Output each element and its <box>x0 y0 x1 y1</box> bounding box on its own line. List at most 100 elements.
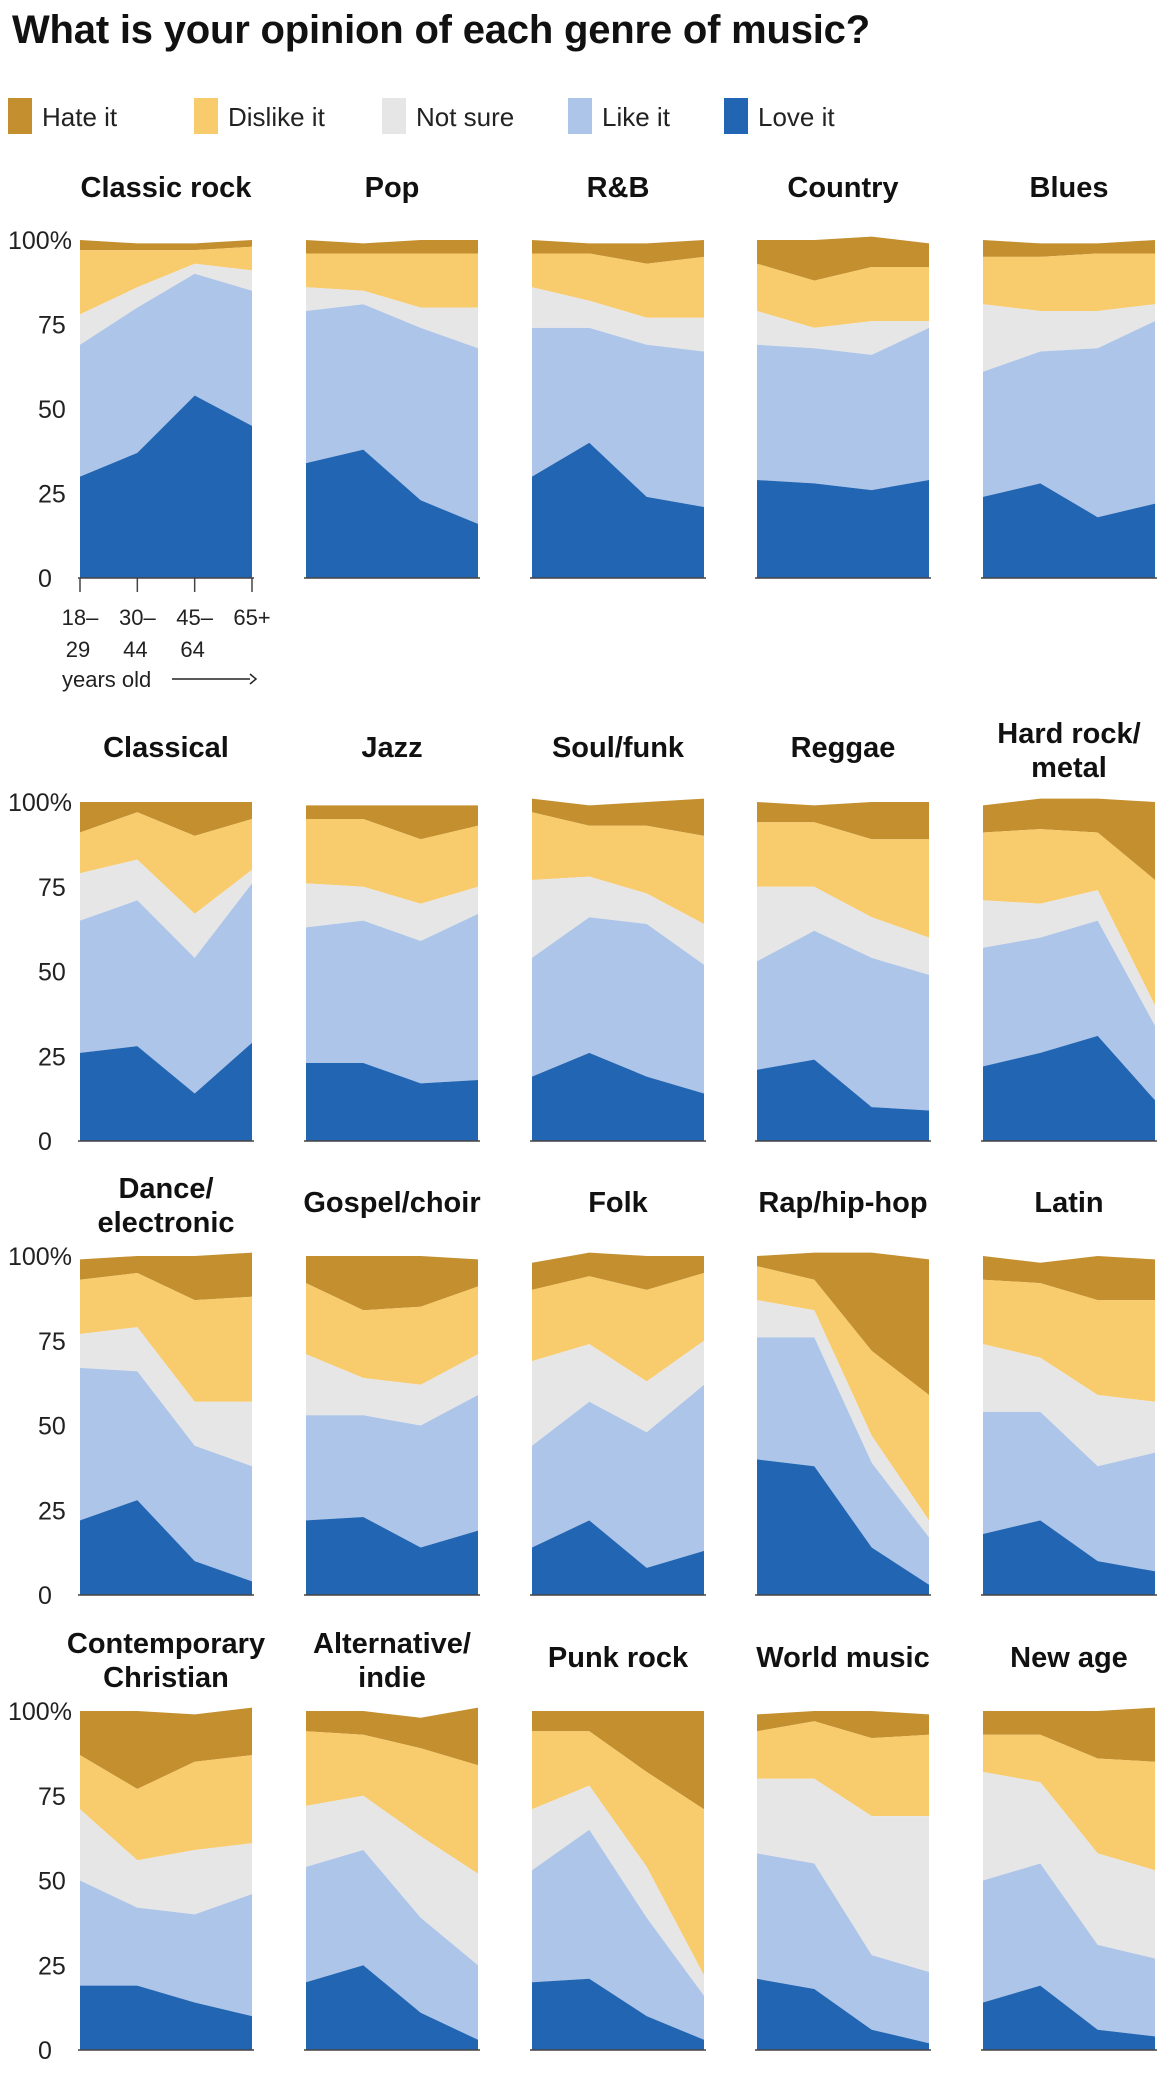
panel-title: Classical <box>103 732 229 764</box>
panel-title: electronic <box>98 1207 235 1239</box>
x-tick-label: 65+ <box>233 605 270 630</box>
dislike-it-area <box>80 1755 252 1861</box>
not-sure-area <box>306 1795 478 1966</box>
dislike-it-area <box>306 1731 478 1874</box>
like-it-area <box>983 1863 1155 2037</box>
hate-it-area <box>532 1252 704 1290</box>
not-sure-area <box>80 1809 252 1915</box>
panel-title: Dance/ <box>118 1173 213 1205</box>
hate-it-area <box>757 236 929 281</box>
y-tick-label: 50 <box>38 1868 66 1896</box>
legend-label: Like it <box>602 102 670 132</box>
panel-title: R&B <box>587 172 650 204</box>
hate-it-area <box>532 798 704 836</box>
y-tick-label: 75 <box>38 874 66 902</box>
panel-title: Rap/hip-hop <box>758 1187 927 1219</box>
love-it-area <box>983 483 1155 578</box>
love-it-area <box>983 1520 1155 1595</box>
like-it-area <box>983 1411 1155 1572</box>
x-axis-caption: years old <box>62 667 151 692</box>
love-it-area <box>532 1520 704 1595</box>
not-sure-area <box>80 1327 252 1467</box>
dislike-it-area <box>532 1273 704 1382</box>
dislike-it-area <box>532 253 704 318</box>
like-it-area <box>757 930 929 1111</box>
y-tick-label: 75 <box>38 1328 66 1356</box>
not-sure-area <box>532 287 704 352</box>
love-it-area <box>306 449 478 578</box>
x-tick-label: 64 <box>180 637 204 662</box>
x-tick-label: 44 <box>123 637 147 662</box>
like-it-area <box>80 273 252 477</box>
panel-title: World music <box>756 1642 930 1674</box>
not-sure-area <box>757 1300 929 1538</box>
legend-swatch-love <box>724 98 748 134</box>
not-sure-area <box>306 883 478 941</box>
legend-swatch-hate <box>8 98 32 134</box>
not-sure-area <box>306 1354 478 1426</box>
not-sure-area <box>757 1778 929 1972</box>
hate-it-area <box>532 240 704 264</box>
love-it-area <box>532 1052 704 1141</box>
dislike-it-area <box>757 822 929 938</box>
like-it-area <box>532 917 704 1094</box>
like-it-area <box>80 1880 252 2017</box>
love-it-area <box>983 1985 1155 2050</box>
hate-it-area <box>757 802 929 840</box>
y-tick-label: 25 <box>38 481 66 509</box>
love-it-area <box>306 1517 478 1595</box>
hate-it-area <box>983 1707 1155 1762</box>
y-tick-label: 100% <box>8 789 72 817</box>
dislike-it-area <box>306 253 478 308</box>
love-it-area <box>306 1063 478 1141</box>
not-sure-area <box>306 287 478 349</box>
panel-title: Jazz <box>361 732 422 764</box>
x-tick-label: 18– <box>62 605 99 630</box>
hate-it-area <box>80 240 252 251</box>
love-it-area <box>80 1042 252 1141</box>
hate-it-area <box>757 1711 929 1739</box>
legend-swatch-like <box>568 98 592 134</box>
hate-it-area <box>757 1252 929 1395</box>
hate-it-area <box>532 1711 704 1810</box>
love-it-area <box>80 1500 252 1595</box>
love-it-area <box>80 1985 252 2050</box>
y-tick-label: 50 <box>38 396 66 424</box>
like-it-area <box>306 1395 478 1548</box>
panel-title: Folk <box>588 1187 648 1219</box>
panel-title: Classic rock <box>81 172 253 204</box>
x-tick-label: 30– <box>119 605 156 630</box>
like-it-area <box>306 1850 478 2040</box>
like-it-area <box>532 1829 704 2040</box>
not-sure-area <box>80 859 252 958</box>
dislike-it-area <box>306 819 478 904</box>
y-tick-label: 100% <box>8 1243 72 1271</box>
not-sure-area <box>983 304 1155 372</box>
panel-title: Country <box>787 172 898 204</box>
not-sure-area <box>983 1344 1155 1467</box>
dislike-it-area <box>532 1731 704 1976</box>
y-tick-label: 100% <box>8 1698 72 1726</box>
dislike-it-area <box>306 1283 478 1385</box>
dislike-it-area <box>80 246 252 315</box>
panel-title: Hard rock/ <box>997 718 1140 750</box>
hate-it-area <box>306 1256 478 1311</box>
like-it-area <box>532 327 704 507</box>
panel-title: Pop <box>365 172 420 204</box>
panel-title: Contemporary <box>67 1628 265 1660</box>
dislike-it-area <box>983 1734 1155 1871</box>
hate-it-area <box>306 805 478 840</box>
love-it-area <box>757 1459 929 1595</box>
legend-label: Not sure <box>416 102 515 132</box>
hate-it-area <box>983 240 1155 257</box>
y-tick-label: 75 <box>38 312 66 340</box>
not-sure-area <box>757 311 929 355</box>
hate-it-area <box>983 1256 1155 1301</box>
panel-title: Reggae <box>791 732 896 764</box>
like-it-area <box>306 304 478 524</box>
like-it-area <box>306 913 478 1084</box>
love-it-area <box>532 442 704 578</box>
not-sure-area <box>532 1340 704 1446</box>
y-tick-label: 0 <box>38 1582 52 1610</box>
like-it-area <box>757 327 929 491</box>
